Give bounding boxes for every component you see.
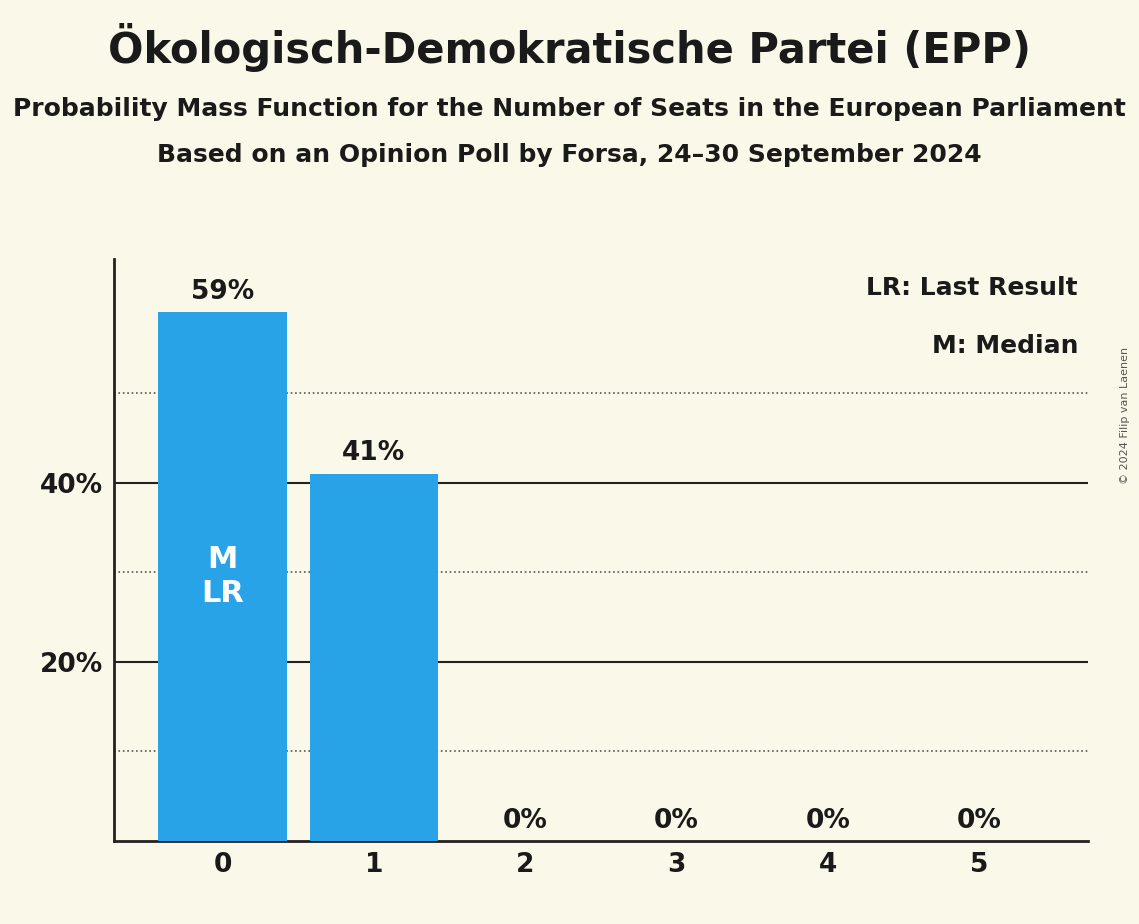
Text: Based on an Opinion Poll by Forsa, 24–30 September 2024: Based on an Opinion Poll by Forsa, 24–30… (157, 143, 982, 167)
Text: 41%: 41% (342, 441, 405, 467)
Text: © 2024 Filip van Laenen: © 2024 Filip van Laenen (1120, 347, 1130, 484)
Text: Ökologisch-Demokratische Partei (EPP): Ökologisch-Demokratische Partei (EPP) (108, 23, 1031, 72)
Text: M: Median: M: Median (932, 334, 1077, 359)
Text: 0%: 0% (957, 808, 1001, 833)
Bar (310, 474, 439, 841)
Text: 0%: 0% (805, 808, 850, 833)
Text: LR: Last Result: LR: Last Result (867, 276, 1077, 300)
Text: M
LR: M LR (202, 545, 244, 608)
Text: Probability Mass Function for the Number of Seats in the European Parliament: Probability Mass Function for the Number… (13, 97, 1126, 121)
Bar (158, 312, 287, 841)
Text: 0%: 0% (502, 808, 548, 833)
Text: 59%: 59% (191, 279, 254, 305)
Text: 0%: 0% (654, 808, 699, 833)
